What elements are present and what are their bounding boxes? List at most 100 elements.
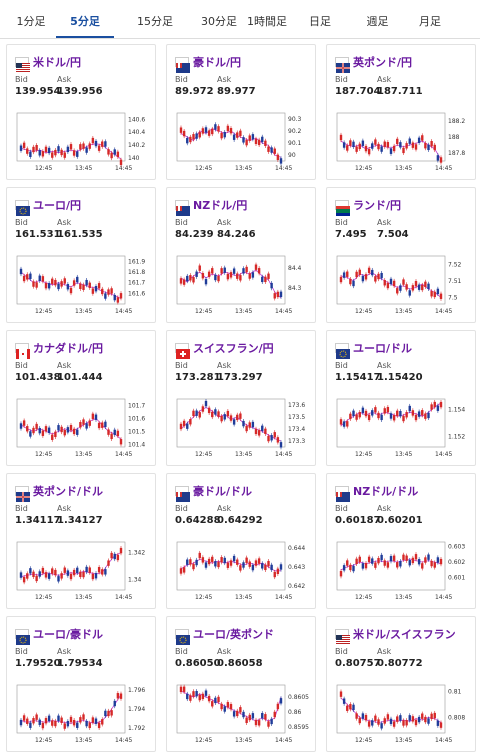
candle-body <box>226 273 230 280</box>
candle-body <box>107 560 110 566</box>
tab-2[interactable]: 15分足 <box>137 15 173 28</box>
currency-card[interactable]: 米ドル/スイスフラン Bid Ask 0.80757 0.80772 0.81 0.808 1… <box>326 616 476 752</box>
candle-body <box>342 565 346 571</box>
currency-card[interactable]: ユーロ/豪ドル Bid Ask 1.79520 1.79534 1.796 1.794 1.7… <box>6 616 156 752</box>
candle-body <box>38 427 41 434</box>
pair-name[interactable]: 英ポンド/ドル <box>33 485 104 498</box>
candle-body <box>236 273 239 279</box>
candle-body <box>349 704 352 710</box>
candle-body <box>182 567 186 573</box>
pair-name[interactable]: 米ドル/円 <box>33 56 82 69</box>
tab-4[interactable]: 1時間足 <box>247 15 287 28</box>
tab-5[interactable]: 日足 <box>309 15 331 28</box>
candle-body <box>51 720 54 726</box>
tab-3[interactable]: 30分足 <box>201 15 237 28</box>
candle-body <box>261 712 264 719</box>
x-tick-label: 13:45 <box>395 165 412 172</box>
candle-body <box>436 557 440 563</box>
candle-body <box>433 291 436 298</box>
currency-card[interactable]: ユーロ/ドル Bid Ask 1.15417 1.15420 1.154 1.152 12:4… <box>326 330 476 466</box>
pair-name[interactable]: ユーロ/英ポンド <box>193 628 275 641</box>
pair-name[interactable]: 豪ドル/ドル <box>193 485 253 498</box>
candle-body <box>430 291 433 297</box>
currency-card[interactable]: ユーロ/円 Bid Ask 161.531 161.535 161.9 161.8 161.7… <box>6 187 156 323</box>
pair-name[interactable]: ランド/円 <box>353 199 402 212</box>
x-tick-label: 13:45 <box>75 308 92 315</box>
candle-body <box>54 569 57 576</box>
price-chart: 173.6 173.5 173.4 173.3 12:45 13:45 14:45 <box>176 398 305 458</box>
currency-card[interactable]: スイスフラン/円 Bid Ask 173.281 173.297 173.6 173.5 17… <box>166 330 316 466</box>
currency-card[interactable]: NZドル/ドル Bid Ask 0.60187 0.60201 0.603 0.602 0.6… <box>326 473 476 609</box>
candle-body <box>223 557 226 564</box>
candle-body <box>82 284 85 290</box>
candle-body <box>51 434 54 440</box>
currency-card[interactable]: 豪ドル/ドル Bid Ask 0.64288 0.64292 0.644 0.643 0.64… <box>166 473 316 609</box>
currency-card[interactable]: 英ポンド/円 Bid Ask 187.704 187.711 188.2 188 187.8 1… <box>326 44 476 180</box>
pair-name[interactable]: NZドル/円 <box>193 199 248 212</box>
ask-value: 173.297 <box>217 372 263 383</box>
x-tick-label: 13:45 <box>235 594 252 601</box>
currency-card[interactable]: ランド/円 Bid Ask 7.495 7.504 7.52 7.51 7.5 12:45 13:… <box>326 187 476 323</box>
candle-body <box>91 288 95 294</box>
candle-body <box>204 562 208 568</box>
pair-name[interactable]: ユーロ/ドル <box>353 342 413 355</box>
price-chart: 101.7 101.6 101.5 101.4 12:45 13:45 14:45 <box>16 398 145 458</box>
x-tick-label: 14:45 <box>275 737 292 744</box>
chart-frame <box>336 255 446 305</box>
candle-body <box>198 412 201 418</box>
candle-body <box>430 404 433 410</box>
currency-card[interactable]: 米ドル/円 Bid Ask 139.954 139.956 140.6 140.4 140.2… <box>6 44 156 180</box>
candle-body <box>195 691 198 697</box>
candle-body <box>433 401 436 408</box>
candle-body <box>424 143 427 149</box>
flag-icon <box>15 629 30 645</box>
y-tick-label: 140.2 <box>128 142 145 149</box>
candle-body <box>72 428 76 435</box>
candle-body <box>229 128 233 134</box>
currency-card[interactable]: ユーロ/英ポンド Bid Ask 0.86050 0.86058 0.8605 0.86 0.… <box>166 616 316 752</box>
y-tick-label: 161.9 <box>128 258 145 265</box>
candle-body <box>41 276 45 282</box>
candle-body <box>189 695 192 701</box>
tab-7[interactable]: 月足 <box>419 15 441 28</box>
candle-body <box>261 276 264 283</box>
pair-name[interactable]: 英ポンド/円 <box>353 56 413 69</box>
candle-body <box>54 431 57 438</box>
pair-name[interactable]: 米ドル/スイスフラン <box>353 628 456 641</box>
chart-frame <box>336 398 446 448</box>
pair-name[interactable]: スイスフラン/円 <box>193 342 274 355</box>
y-tick-label: 7.51 <box>448 278 462 285</box>
x-tick-label: 12:45 <box>195 737 212 744</box>
pair-name[interactable]: カナダドル/円 <box>33 342 104 355</box>
candle-body <box>94 718 98 724</box>
candle-body <box>66 570 70 576</box>
candle-body <box>389 148 393 154</box>
currency-card[interactable]: 英ポンド/ドル Bid Ask 1.34117 1.34127 1.342 1.34 12:4… <box>6 473 156 609</box>
currency-card[interactable]: NZドル/円 Bid Ask 84.239 84.246 84.4 84.3 12:45 13:… <box>166 187 316 323</box>
currency-card[interactable]: カナダドル/円 Bid Ask 101.438 101.444 101.7 101.6 101… <box>6 330 156 466</box>
tab-1[interactable]: 5分足 <box>56 0 114 38</box>
candle-body <box>245 139 248 146</box>
candle-body <box>82 143 85 149</box>
candle-body <box>367 414 371 421</box>
candle-body <box>417 411 421 417</box>
candle-body <box>339 276 343 283</box>
price-chart: 140.6 140.4 140.2 140 12:45 13:45 14:45 <box>16 112 145 172</box>
candle-body <box>94 140 98 147</box>
tab-0[interactable]: 1分足 <box>16 15 46 28</box>
candle-body <box>433 712 436 719</box>
chart-frame <box>16 541 126 591</box>
candle-body <box>358 717 361 724</box>
candle-body <box>104 569 107 575</box>
candle-body <box>386 282 390 289</box>
pair-name[interactable]: 豪ドル/円 <box>193 56 242 69</box>
pair-name[interactable]: NZドル/ドル <box>353 485 419 498</box>
candle-body <box>22 715 26 721</box>
tab-6[interactable]: 週足 <box>366 15 389 28</box>
pair-name[interactable]: ユーロ/豪ドル <box>33 628 104 641</box>
candle-body <box>79 144 82 150</box>
pair-name[interactable]: ユーロ/円 <box>33 199 82 212</box>
candle-body <box>198 132 201 138</box>
candle-body <box>97 567 101 573</box>
currency-card[interactable]: 豪ドル/円 Bid Ask 89.972 89.977 90.3 90.2 90.1 90 12:… <box>166 44 316 180</box>
